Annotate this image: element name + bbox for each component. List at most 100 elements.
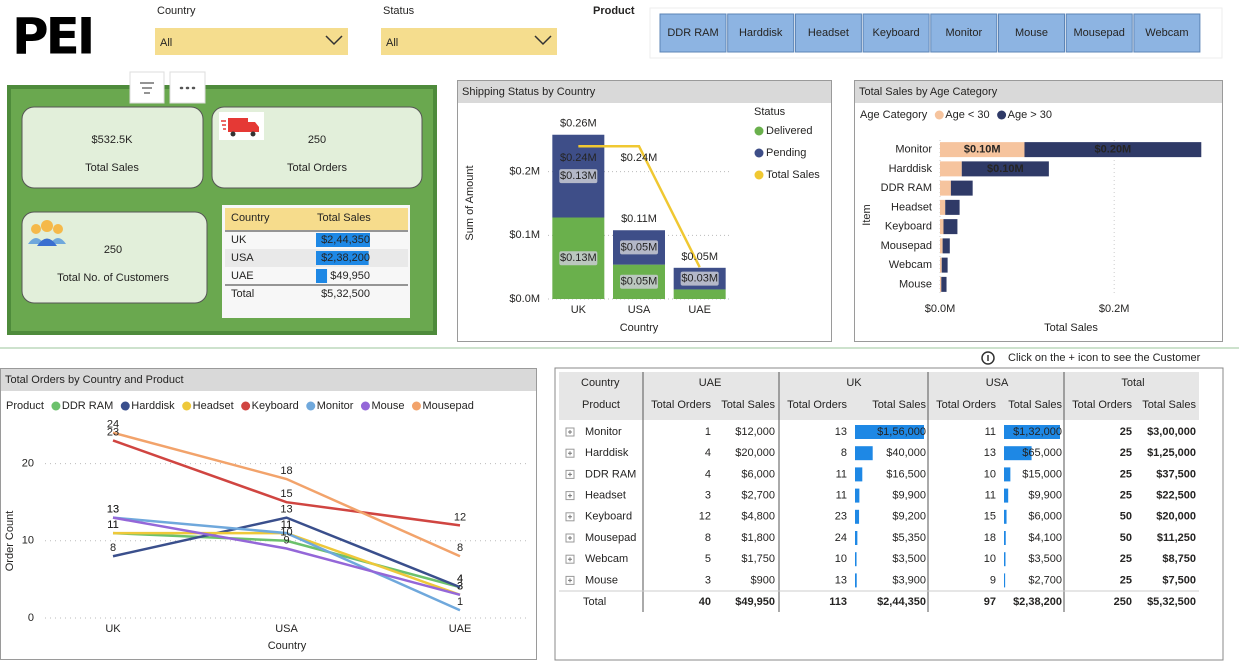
point-label: 24 [107, 419, 119, 431]
bar-segment [940, 219, 944, 235]
matrix-cell: $3,900 [892, 574, 926, 586]
matrix-cell: $1,56,000 [877, 426, 926, 438]
product-button[interactable] [1065, 13, 1133, 53]
bar-data-label: $0.03M [681, 273, 718, 285]
legend-marker [360, 401, 370, 411]
product-button[interactable] [727, 13, 795, 53]
product-button[interactable] [998, 13, 1065, 53]
y-tick-label: Monitor [895, 144, 932, 156]
matrix-row-label: Harddisk [585, 447, 629, 459]
legend-title: Product [6, 400, 44, 412]
matrix-cell: 13 [835, 574, 847, 586]
matrix-header-bg [559, 372, 1199, 420]
expand-plus [568, 493, 572, 498]
matrix-measure-header: Total Orders [651, 399, 711, 411]
y-tick-label: 0 [28, 612, 34, 624]
matrix-cell: 10 [835, 553, 847, 565]
matrix-cell: 25 [1120, 426, 1132, 438]
legend-marker [754, 148, 764, 158]
table-cell: UK [231, 234, 247, 246]
product-button[interactable] [1133, 13, 1201, 53]
chart-title: Total Orders by Country and Product [5, 374, 184, 386]
data-label-bg [620, 240, 658, 255]
matrix-cell: $9,200 [892, 511, 926, 523]
matrix-row-label: DDR RAM [585, 468, 636, 480]
y-axis-title: Item [861, 204, 873, 225]
matrix-cell: $6,000 [741, 468, 775, 480]
x-tick-label: USA [628, 304, 651, 316]
total-label: $0.26M [560, 117, 597, 129]
x-axis-title: Country [268, 640, 307, 652]
matrix-cell: 25 [1120, 490, 1132, 502]
matrix-cell: 9 [990, 574, 996, 586]
matrix-cell: 40 [699, 596, 711, 608]
bar-data-label: $0.13M [560, 252, 597, 264]
filter-dropdown[interactable] [381, 28, 557, 55]
slicer-label: Product [593, 5, 635, 17]
point-label: 8 [110, 542, 116, 554]
product-button[interactable] [930, 13, 998, 53]
expand-plus [568, 472, 572, 477]
point-label: 4 [457, 573, 463, 585]
legend-label: Mouse [371, 400, 404, 412]
matrix-cell: 13 [835, 426, 847, 438]
line-data-label: $0.24M [560, 152, 597, 164]
filter-icon-box[interactable] [129, 71, 165, 104]
matrix-row-label: Headset [585, 490, 626, 502]
matrix-measure-header: Total Sales [721, 399, 775, 411]
x-tick-label: USA [275, 623, 298, 635]
matrix-cell: $16,500 [886, 468, 926, 480]
product-button[interactable] [862, 13, 930, 53]
product-button-label: Harddisk [739, 27, 783, 39]
chart-title: Shipping Status by Country [462, 86, 596, 98]
legend-marker [120, 401, 130, 411]
filter-value: All [160, 37, 172, 49]
bar-data-label: $0.10M [964, 144, 1001, 156]
product-button[interactable] [659, 13, 727, 53]
data-label-bg [620, 274, 658, 289]
x-tick-label: $0.2M [1099, 303, 1130, 315]
matrix-cell: $8,750 [1162, 553, 1196, 565]
filter-value: All [386, 37, 398, 49]
bar-segment [941, 276, 947, 292]
bar-segment [673, 289, 726, 299]
matrix-cell: 25 [1120, 468, 1132, 480]
table-cell: $49,950 [330, 270, 370, 282]
table-cell: UAE [231, 270, 254, 282]
matrix-cell: $9,900 [1028, 490, 1062, 502]
data-label-bg [559, 169, 598, 184]
bar-segment [940, 180, 951, 196]
matrix-header: Country [581, 377, 620, 389]
data-bar [855, 531, 858, 545]
point-label: 23 [107, 426, 119, 438]
product-button-label: Mouse [1015, 27, 1048, 39]
data-bar [1004, 467, 1011, 482]
filter-label: Country [157, 5, 196, 17]
table-cell: USA [231, 252, 254, 264]
matrix-cell: $1,800 [741, 532, 775, 544]
line-series [112, 439, 461, 527]
expand-plus [568, 451, 572, 456]
matrix-cell: $3,00,000 [1147, 426, 1196, 438]
kpi-label: Total Sales [85, 162, 139, 174]
x-axis-title: Total Sales [1044, 322, 1098, 334]
y-tick-label: $0.1M [509, 229, 540, 241]
legend-marker [241, 401, 251, 411]
matrix-cell: 1 [705, 426, 711, 438]
table-total: $5,32,500 [321, 288, 370, 300]
product-button[interactable] [794, 13, 862, 53]
legend-marker [754, 126, 764, 136]
matrix-measure-header: Total Sales [872, 399, 926, 411]
table-total: Total [231, 288, 254, 300]
data-bar [316, 251, 369, 265]
x-tick-label: UK [105, 623, 121, 635]
expand-plus [568, 578, 572, 583]
matrix-cell: $65,000 [1022, 447, 1062, 459]
data-bar [1004, 488, 1009, 503]
filter-dropdown[interactable] [155, 28, 348, 55]
line-series [578, 144, 701, 268]
point-label: 10 [280, 527, 292, 539]
expand-plus [568, 430, 572, 434]
legend-label: Age > 30 [1008, 109, 1052, 121]
point-label: 9 [283, 534, 289, 546]
